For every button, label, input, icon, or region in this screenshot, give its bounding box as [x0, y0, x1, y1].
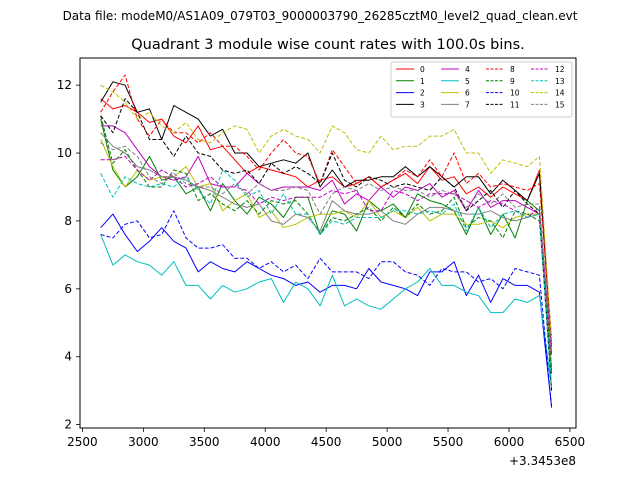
series-line-3 [100, 81, 553, 347]
chart-suptitle: Data file: modeM0/AS1A09_079T03_90000037… [63, 9, 578, 23]
series-line-8 [100, 74, 553, 340]
x-tick-label: 6000 [494, 435, 525, 449]
x-tick-label: 5000 [372, 435, 403, 449]
legend-label-7: 7 [465, 100, 470, 109]
x-tick-label: 5500 [433, 435, 464, 449]
series-line-2 [100, 213, 553, 408]
legend-label-4: 4 [465, 65, 470, 74]
y-tick-label: 6 [64, 282, 72, 296]
x-tick-label: 4000 [250, 435, 281, 449]
legend-label-15: 15 [555, 100, 565, 109]
legend-label-3: 3 [420, 100, 425, 109]
plot-lines [100, 74, 553, 408]
legend-label-2: 2 [420, 89, 425, 98]
legend-label-8: 8 [510, 65, 515, 74]
y-axis: 2 4 6 8 10 12 [57, 78, 80, 432]
chart-title: Quadrant 3 module wise count rates with … [131, 37, 525, 53]
x-tick-label: 4500 [311, 435, 342, 449]
x-tick-label: 3000 [128, 435, 159, 449]
legend-label-13: 13 [555, 77, 565, 86]
series-line-9 [100, 115, 553, 371]
series-line-4 [100, 125, 553, 354]
legend-box [390, 61, 573, 118]
x-axis-offset-label: +3.3453e8 [509, 454, 576, 468]
series-line-12 [100, 155, 553, 357]
series-line-10 [100, 210, 553, 408]
y-tick-label: 12 [57, 78, 72, 92]
y-tick-label: 10 [57, 146, 72, 160]
y-tick-label: 2 [64, 418, 72, 432]
x-tick-label: 6500 [555, 435, 586, 449]
series-line-5 [100, 234, 553, 388]
legend-label-6: 6 [465, 89, 470, 98]
legend-label-0: 0 [420, 65, 425, 74]
series-line-7 [100, 132, 553, 371]
legend-label-10: 10 [510, 89, 520, 98]
x-tick-label: 3500 [189, 435, 220, 449]
y-tick-label: 4 [64, 350, 72, 364]
legend-label-5: 5 [465, 77, 470, 86]
y-tick-label: 8 [64, 214, 72, 228]
series-line-15 [100, 142, 553, 350]
series-line-11 [100, 98, 553, 391]
legend-label-14: 14 [555, 89, 565, 98]
legend-label-12: 12 [555, 65, 565, 74]
x-axis: 2500 3000 3500 4000 4500 5000 5500 6000 6500 [67, 428, 585, 449]
x-tick-label: 2500 [67, 435, 98, 449]
series-line-13 [100, 169, 553, 388]
legend-label-1: 1 [420, 77, 425, 86]
legend-label-11: 11 [510, 100, 520, 109]
legend-label-9: 9 [510, 77, 515, 86]
series-line-14 [100, 84, 553, 344]
plot-area-frame [79, 57, 577, 429]
